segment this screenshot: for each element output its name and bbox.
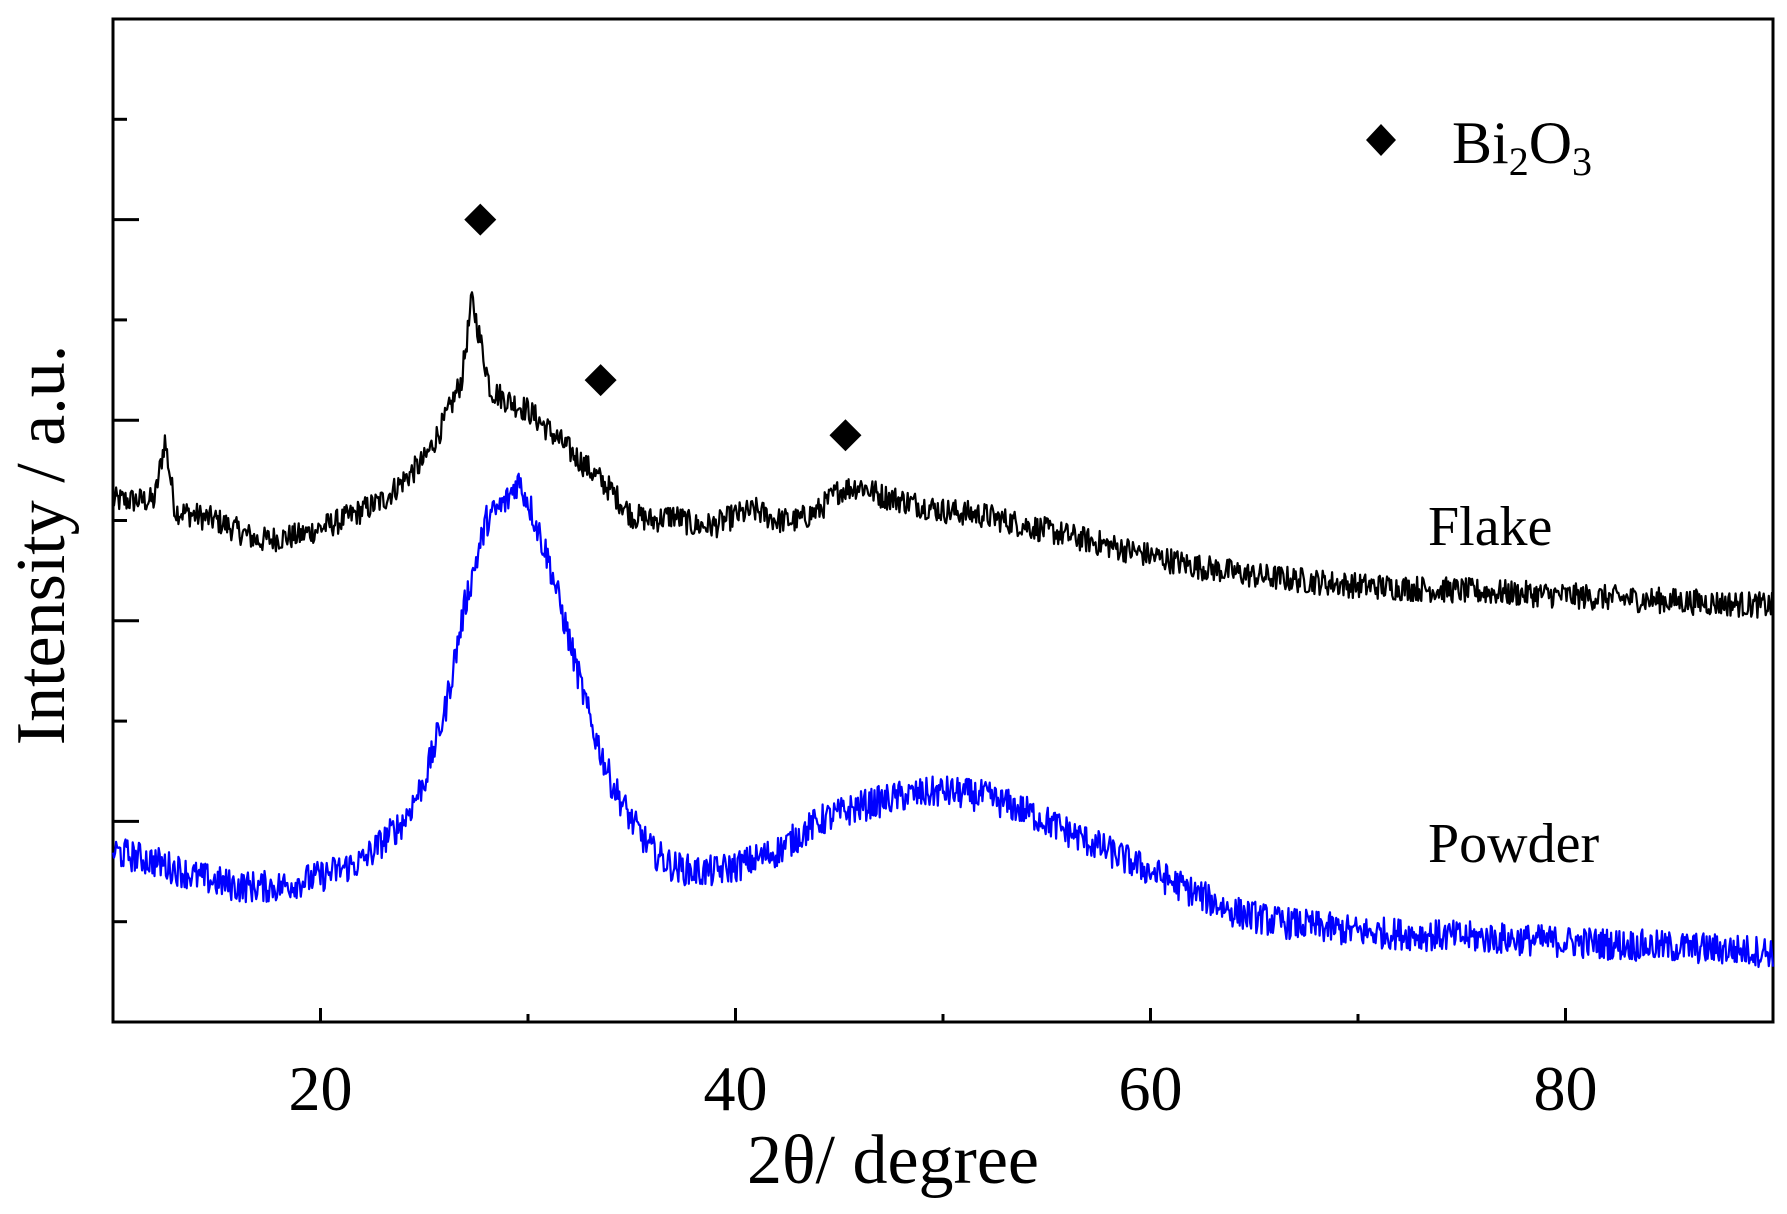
series-label-flake: Flake — [1428, 496, 1552, 558]
peak-diamond-icon — [464, 203, 497, 236]
x-axis-label: 2θ/ degree — [747, 1122, 1039, 1199]
legend-label-sub1: 2 — [1509, 139, 1529, 184]
legend-label-bi: Bi — [1452, 110, 1509, 176]
y-axis-label: Intensity / a.u. — [3, 345, 80, 745]
legend-label: Bi2O3 — [1452, 110, 1592, 184]
series-label-powder: Powder — [1428, 813, 1599, 875]
x-tick-label-80: 80 — [1534, 1053, 1598, 1124]
x-tick-label-60: 60 — [1119, 1053, 1183, 1124]
peak-diamond-icon — [829, 419, 862, 452]
axis-ticks — [113, 117, 1567, 1022]
trace-flake — [111, 291, 1775, 619]
peak-markers — [464, 203, 862, 452]
peak-diamond-icon — [584, 364, 617, 397]
x-tick-labels: 20 40 60 80 — [289, 1053, 1598, 1124]
legend-label-o: O — [1529, 110, 1572, 176]
traces — [111, 291, 1775, 969]
x-tick-label-40: 40 — [704, 1053, 768, 1124]
legend-diamond-icon — [1366, 124, 1396, 156]
trace-powder — [111, 472, 1775, 969]
x-tick-label-20: 20 — [289, 1053, 353, 1124]
legend: Bi2O3 — [1366, 110, 1592, 184]
legend-label-sub2: 3 — [1572, 139, 1592, 184]
